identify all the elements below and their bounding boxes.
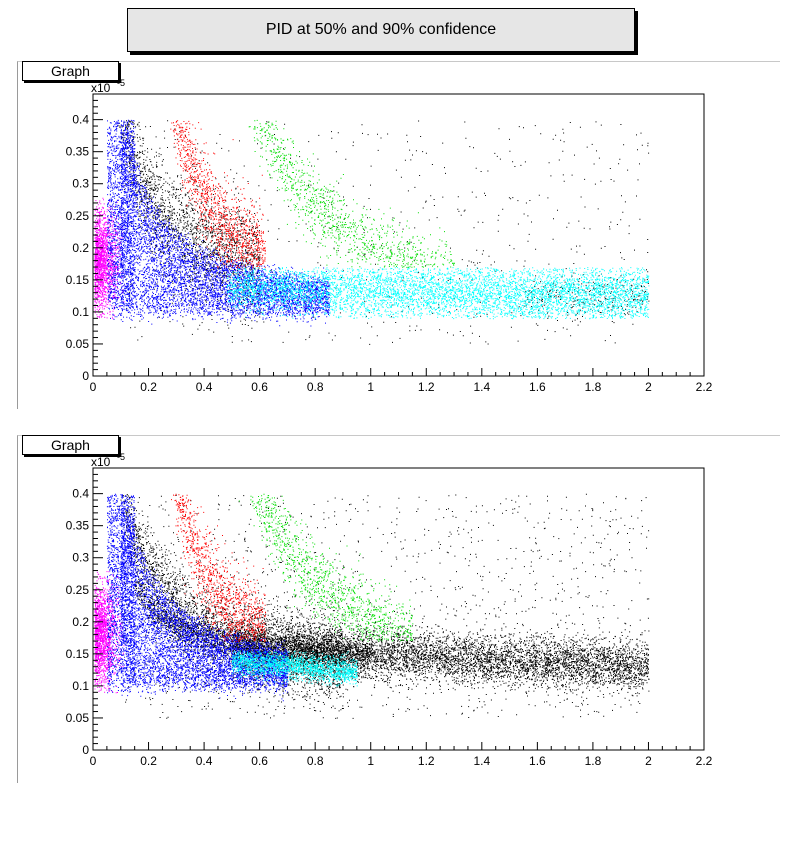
series-points-ff0000: [170, 120, 266, 268]
axes: 0 0.2 0.4 0.6 0.8 1 1.2 1.4 1.6 1.8 2 2.2 0 0.05 0.1 0.…: [66, 452, 713, 768]
series-points-0000ff: [106, 119, 331, 327]
y-tick-label: 0.35: [66, 519, 90, 533]
x-tick-label: 0.6: [251, 380, 268, 394]
x-tick-label: 1.2: [418, 754, 435, 768]
series-point-cloud: [94, 197, 125, 320]
series-point-cloud: [106, 119, 331, 327]
y-exponent-power: -5: [117, 452, 125, 462]
x-tick-label: 0.4: [196, 754, 213, 768]
x-tick-label: 2.2: [696, 380, 713, 394]
y-tick-label: 0.2: [72, 241, 89, 255]
bottom-scatter-plot: 0 0.2 0.4 0.6 0.8 1 1.2 1.4 1.6 1.8 2 2.2 0 0.05 0.1 0.…: [66, 452, 713, 768]
y-tick-label: 0.3: [72, 177, 89, 191]
canvas-title: PID at 50% and 90% confidence: [127, 8, 635, 52]
axes: 0 0.2 0.4 0.6 0.8 1 1.2 1.4 1.6 1.8 2 2.2 0 0.05 0.1 0.…: [66, 78, 713, 394]
plot-frame: [92, 467, 705, 751]
series-points-ff00ff: [94, 571, 125, 694]
x-tick-label: 1.4: [473, 754, 490, 768]
y-tick-label: 0.2: [72, 615, 89, 629]
x-tick-label: 0.8: [307, 380, 324, 394]
series-points-00ffff: [231, 650, 358, 687]
plot-frame: [92, 93, 705, 377]
y-exponent-label: x10: [91, 81, 111, 95]
series-point-cloud: [94, 571, 125, 694]
x-tick-label: 2.2: [696, 754, 713, 768]
x-tick-label: 0.2: [140, 754, 157, 768]
y-tick-label: 0.1: [72, 679, 89, 693]
top-plot-pad: Graph 0 0.2 0.4 0.6 0.8 1 1.2 1.4 1.6 1.8 2 2.2 0 0.0…: [17, 61, 780, 409]
y-tick-label: 0.15: [66, 647, 90, 661]
y-tick-label: 0: [82, 369, 89, 383]
y-tick-label: 0.1: [72, 305, 89, 319]
series-points-ff0000: [171, 493, 267, 642]
x-tick-label: 2: [645, 380, 652, 394]
y-tick-label: 0.25: [66, 209, 90, 223]
x-tick-label: 2: [645, 754, 652, 768]
x-tick-label: 0.6: [251, 754, 268, 768]
y-tick-label: 0.4: [72, 113, 89, 127]
x-tick-label: 0.8: [307, 754, 324, 768]
series-point-cloud: [118, 120, 650, 345]
y-tick-label: 0: [82, 743, 89, 757]
x-tick-label: 0.2: [140, 380, 157, 394]
series-points-ff00ff: [94, 197, 125, 320]
series-points-00dd00: [238, 493, 414, 642]
x-tick-label: 0: [90, 754, 97, 768]
x-tick-label: 1: [367, 380, 374, 394]
y-tick-label: 0.4: [72, 487, 89, 501]
y-tick-label: 0.05: [66, 711, 90, 725]
x-tick-label: 1.2: [418, 380, 435, 394]
x-tick-label: 1.8: [585, 380, 602, 394]
y-tick-label: 0.35: [66, 145, 90, 159]
x-tick-label: 1.8: [585, 754, 602, 768]
graph-tab-label[interactable]: Graph: [22, 61, 119, 81]
x-tick-label: 0: [90, 380, 97, 394]
series-point-cloud: [226, 267, 650, 320]
series-point-cloud: [170, 120, 266, 268]
y-tick-label: 0.15: [66, 273, 90, 287]
x-tick-label: 0.4: [196, 380, 213, 394]
series-point-cloud: [248, 119, 455, 268]
y-tick-label: 0.05: [66, 337, 90, 351]
graph-tab-label[interactable]: Graph: [22, 435, 119, 455]
x-tick-label: 1.6: [529, 754, 546, 768]
series-point-cloud: [171, 493, 267, 642]
x-tick-label: 1: [367, 754, 374, 768]
series-points-00ffff: [226, 267, 650, 320]
series-points-00dd00: [248, 119, 455, 268]
y-tick-label: 0.25: [66, 583, 90, 597]
y-exponent-power: -5: [117, 78, 125, 88]
y-exponent-label: x10: [91, 455, 111, 469]
top-scatter-plot: 0 0.2 0.4 0.6 0.8 1 1.2 1.4 1.6 1.8 2 2.2 0 0.05 0.1 0.…: [66, 78, 713, 394]
series-points-000000: [118, 120, 650, 345]
bottom-plot-pad: Graph 0 0.2 0.4 0.6 0.8 1 1.2 1.4 1.6 1.8 2 2.2 0 0.0…: [17, 435, 780, 783]
x-tick-label: 1.4: [473, 380, 490, 394]
series-points-0000ff: [106, 493, 289, 702]
y-tick-label: 0.3: [72, 551, 89, 565]
series-point-cloud: [238, 493, 414, 642]
series-point-cloud: [106, 493, 289, 702]
x-tick-label: 1.6: [529, 380, 546, 394]
series-point-cloud: [231, 650, 358, 687]
